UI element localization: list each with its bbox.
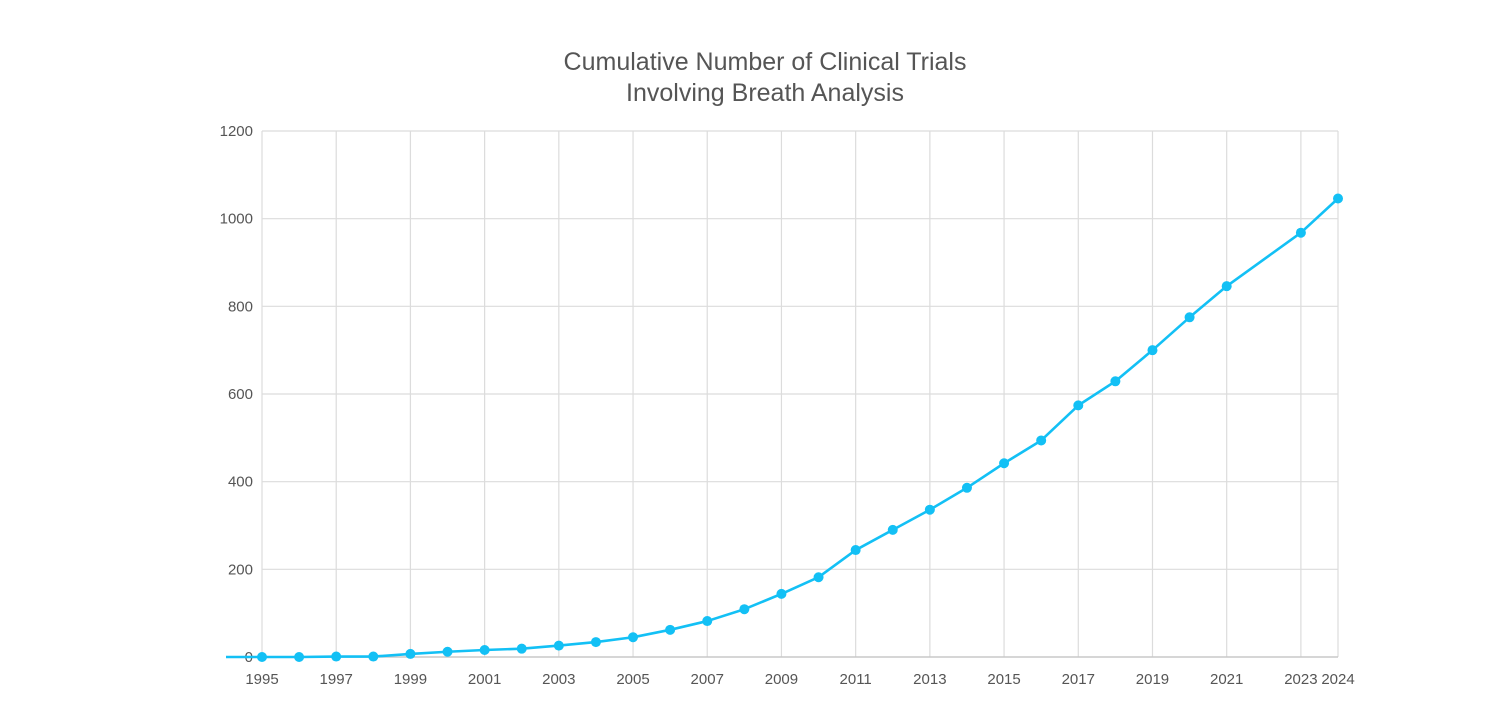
data-point (1110, 376, 1121, 387)
x-tick-label: 2019 (1136, 671, 1169, 688)
y-tick-label: 1200 (220, 123, 253, 140)
x-tick-label: 2023 (1284, 671, 1317, 688)
x-tick-label: 2001 (468, 671, 501, 688)
y-tick-label: 800 (228, 298, 253, 315)
data-point (442, 646, 453, 657)
data-point (739, 604, 750, 615)
x-tick-label: 2011 (840, 671, 872, 688)
y-tick-label: 1000 (220, 211, 253, 228)
data-point (887, 524, 898, 535)
data-point (294, 652, 305, 662)
data-point (368, 651, 379, 662)
x-tick-label: 2013 (913, 671, 946, 688)
data-point (257, 652, 267, 662)
grid-layer (261, 130, 1339, 657)
x-tick-label: 2017 (1062, 671, 1095, 688)
data-point (553, 640, 564, 651)
data-point (702, 616, 713, 627)
series-layer (226, 197, 1339, 659)
data-point (1073, 400, 1084, 411)
x-tick-label: 2015 (987, 671, 1020, 688)
data-point (516, 643, 527, 654)
y-tick-label: 400 (228, 474, 253, 491)
data-point (590, 637, 601, 648)
data-point (665, 624, 676, 635)
axis-layer: 0200400600800100012001995199719992001200… (220, 123, 1355, 688)
series-line (226, 197, 1339, 659)
x-tick-label: 2021 (1210, 671, 1243, 688)
x-tick-label: 2024 (1321, 671, 1354, 688)
chart-title-line-1: Cumulative Number of Clinical Trials (564, 48, 967, 76)
x-tick-label: 2007 (691, 671, 724, 688)
x-tick-label: 1995 (245, 671, 278, 688)
x-tick-label: 2005 (616, 671, 649, 688)
data-point (479, 644, 490, 655)
data-point (924, 504, 935, 515)
data-point (405, 648, 416, 659)
data-point (1333, 193, 1343, 204)
data-point (813, 572, 824, 583)
chart-title-line-2: Involving Breath Analysis (626, 79, 904, 107)
data-point (961, 482, 972, 493)
data-point (1295, 227, 1306, 238)
data-point (331, 651, 342, 662)
y-tick-label: 200 (228, 561, 253, 578)
data-point (1147, 345, 1158, 356)
data-point (1184, 312, 1195, 323)
x-tick-label: 2003 (542, 671, 575, 688)
data-point (1036, 435, 1047, 446)
data-point (1221, 281, 1232, 292)
data-point (850, 545, 861, 556)
data-point (776, 588, 787, 599)
x-tick-label: 2009 (765, 671, 798, 688)
x-tick-label: 1997 (320, 671, 353, 688)
data-point (999, 458, 1010, 469)
point-layer (257, 193, 1343, 662)
data-point (628, 632, 639, 643)
x-tick-label: 1999 (394, 671, 427, 688)
y-tick-label: 600 (228, 386, 253, 403)
